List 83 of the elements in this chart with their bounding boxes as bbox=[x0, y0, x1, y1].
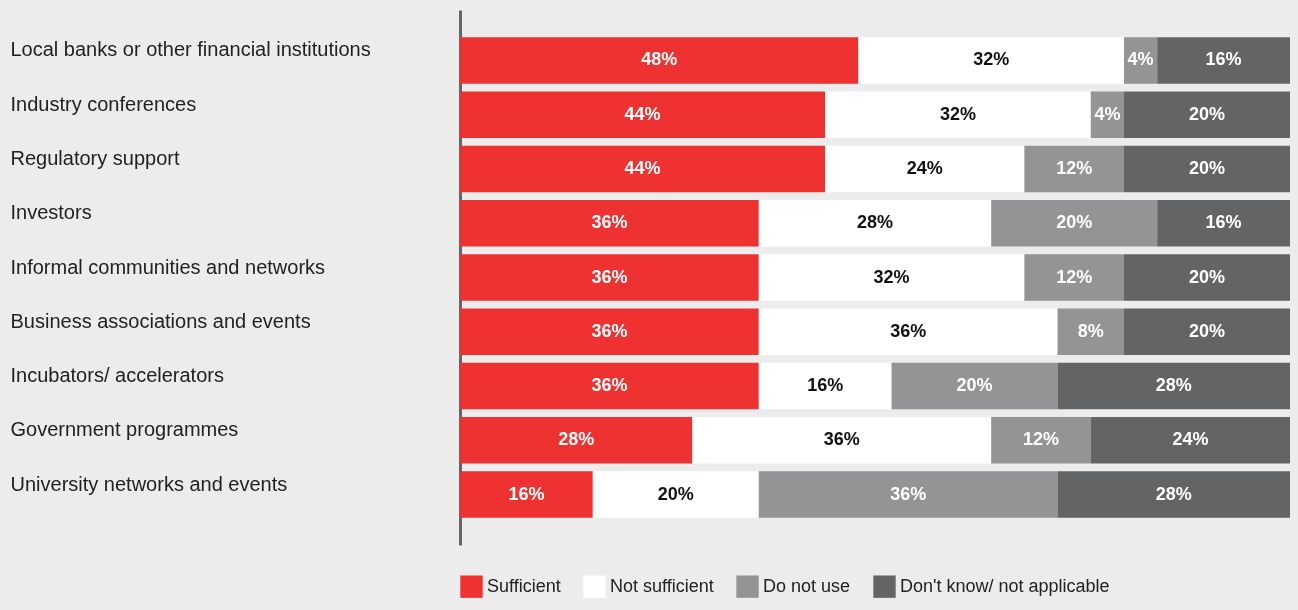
data-label: 24% bbox=[1172, 429, 1209, 450]
data-label: 4% bbox=[1094, 103, 1121, 124]
data-label: 36% bbox=[890, 483, 927, 504]
bar bbox=[460, 199, 759, 247]
bar bbox=[758, 199, 992, 247]
bar bbox=[1124, 145, 1290, 193]
bar bbox=[592, 471, 759, 518]
data-label: 20% bbox=[956, 375, 993, 396]
data-label: 36% bbox=[591, 375, 628, 396]
bar bbox=[758, 308, 1058, 356]
bar bbox=[1124, 308, 1290, 356]
y-tick-label: Industry conferences bbox=[10, 92, 197, 115]
y-tick-label: Local banks or other financial institutions bbox=[10, 38, 371, 61]
data-label: 4% bbox=[1127, 49, 1154, 70]
y-tick-label: Investors bbox=[10, 201, 92, 224]
data-label: 16% bbox=[508, 483, 545, 504]
data-label: 20% bbox=[1188, 157, 1226, 178]
data-label: 16% bbox=[1205, 212, 1242, 233]
data-label: 20% bbox=[657, 483, 694, 504]
bar bbox=[692, 416, 992, 464]
bar bbox=[460, 145, 826, 193]
data-label: 28% bbox=[856, 212, 894, 233]
y-tick-label: Regulatory support bbox=[10, 146, 180, 169]
data-label: 28% bbox=[1155, 375, 1192, 396]
bar bbox=[460, 91, 826, 139]
data-label: 20% bbox=[1188, 266, 1226, 287]
legend-label: Not sufficient bbox=[610, 575, 714, 596]
data-label: 28% bbox=[1155, 483, 1192, 504]
bar bbox=[858, 37, 1124, 84]
bar bbox=[991, 416, 1091, 464]
bar bbox=[1090, 416, 1290, 464]
bar bbox=[460, 254, 759, 301]
data-label: 36% bbox=[591, 266, 628, 287]
bar bbox=[825, 91, 1091, 139]
data-label: 36% bbox=[823, 429, 860, 450]
y-tick-label: Informal communities and networks bbox=[10, 255, 326, 278]
bar bbox=[460, 37, 859, 84]
bar bbox=[460, 308, 759, 356]
bar bbox=[758, 471, 1058, 518]
bar bbox=[1057, 308, 1124, 356]
bar bbox=[1057, 471, 1290, 518]
y-tick-label: University networks and events bbox=[10, 472, 288, 495]
legend-label: Sufficient bbox=[487, 575, 561, 596]
bar bbox=[758, 362, 892, 410]
bar bbox=[1124, 91, 1290, 139]
bar bbox=[1024, 254, 1124, 301]
data-label: 28% bbox=[558, 429, 595, 450]
data-label: 48% bbox=[641, 49, 678, 70]
y-tick-label: Business associations and events bbox=[10, 309, 311, 332]
data-label: 12% bbox=[1056, 266, 1093, 287]
legend-label: Do not use bbox=[763, 575, 851, 596]
legend-label: Don't know/ not applicable bbox=[900, 575, 1110, 596]
bar bbox=[1157, 37, 1290, 84]
data-label: 44% bbox=[624, 103, 661, 124]
data-label: 20% bbox=[1188, 103, 1226, 124]
bar bbox=[1057, 362, 1290, 410]
data-label: 24% bbox=[906, 157, 943, 178]
bar bbox=[891, 362, 1058, 410]
data-label: 8% bbox=[1077, 320, 1104, 341]
bar bbox=[758, 254, 1025, 301]
bar bbox=[1024, 145, 1124, 193]
bar bbox=[1157, 199, 1290, 247]
data-label: 44% bbox=[624, 157, 661, 178]
data-label: 36% bbox=[890, 320, 927, 341]
data-label: 16% bbox=[1205, 49, 1242, 70]
data-label: 20% bbox=[1056, 212, 1093, 233]
bar bbox=[825, 145, 1025, 193]
data-label: 36% bbox=[591, 320, 628, 341]
data-label: 36% bbox=[591, 212, 628, 233]
y-tick-label: Government programmes bbox=[10, 418, 239, 441]
data-label: 20% bbox=[1188, 320, 1226, 341]
bar bbox=[460, 362, 759, 410]
bar bbox=[460, 471, 593, 518]
y-tick-label: Incubators/ accelerators bbox=[10, 364, 224, 387]
data-label: 12% bbox=[1022, 429, 1060, 450]
bar bbox=[1124, 254, 1290, 301]
data-label: 32% bbox=[973, 49, 1010, 70]
data-label: 32% bbox=[873, 266, 910, 287]
data-label: 16% bbox=[807, 375, 844, 396]
bar bbox=[991, 199, 1158, 247]
data-label: 32% bbox=[939, 103, 977, 124]
data-label: 12% bbox=[1056, 157, 1093, 178]
bar bbox=[460, 416, 693, 464]
